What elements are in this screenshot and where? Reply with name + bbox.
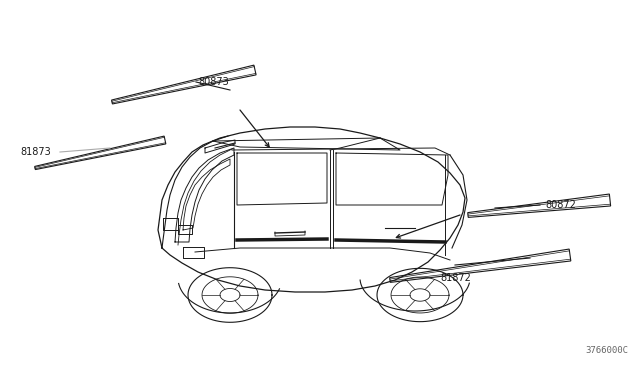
Text: 81873: 81873 [20, 147, 51, 157]
Text: 80873: 80873 [198, 77, 228, 87]
Text: 81872: 81872 [440, 273, 471, 283]
Text: 80872: 80872 [545, 200, 576, 210]
Text: 3766000C: 3766000C [585, 346, 628, 355]
